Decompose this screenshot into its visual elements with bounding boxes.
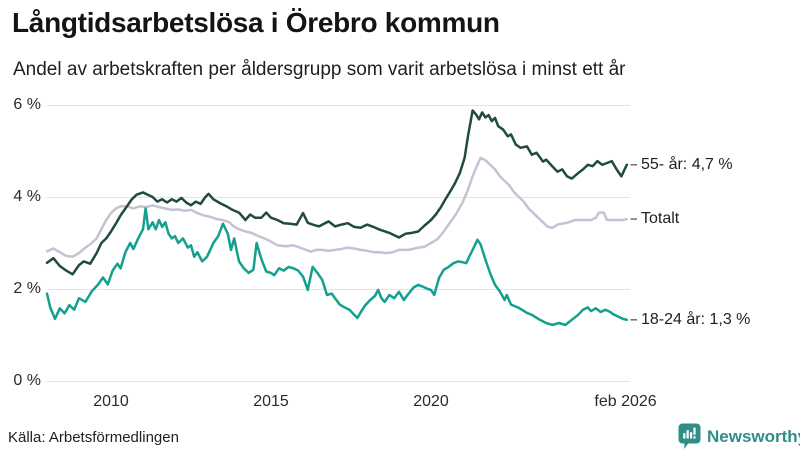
page-title: Långtidsarbetslösa i Örebro kommun xyxy=(12,7,500,38)
x-tick-label-2010: 2010 xyxy=(93,393,129,410)
series-line-totalt xyxy=(45,156,629,259)
series-label-18-24-ar: 18-24 år: 1,3 % xyxy=(641,310,751,328)
x-tick-label-2015: 2015 xyxy=(253,393,289,410)
x-tick-label-2020: 2020 xyxy=(413,393,449,410)
page-subtitle: Andel av arbetskraften per åldersgrupp s… xyxy=(13,59,626,80)
series-label-55-ar: 55- år: 4,7 % xyxy=(641,155,733,173)
source-note: Källa: Arbetsförmedlingen xyxy=(8,429,179,446)
newsworthy-logo[interactable]: Newsworthy xyxy=(678,423,800,450)
series-label-totalt: Totalt xyxy=(641,210,680,228)
series-line-18-24-ar xyxy=(45,207,629,327)
newsworthy-logo-icon xyxy=(678,423,701,449)
y-tick-label-4: 4 % xyxy=(13,188,41,205)
series-line-55-ar xyxy=(45,109,629,276)
y-tick-label-0: 0 % xyxy=(13,372,41,389)
y-tick-label-2: 2 % xyxy=(13,280,41,297)
y-tick-label-6: 6 % xyxy=(13,96,41,113)
newsworthy-wordmark: Newsworthy xyxy=(707,426,800,446)
x-tick-label-feb-2026: feb 2026 xyxy=(594,393,657,410)
